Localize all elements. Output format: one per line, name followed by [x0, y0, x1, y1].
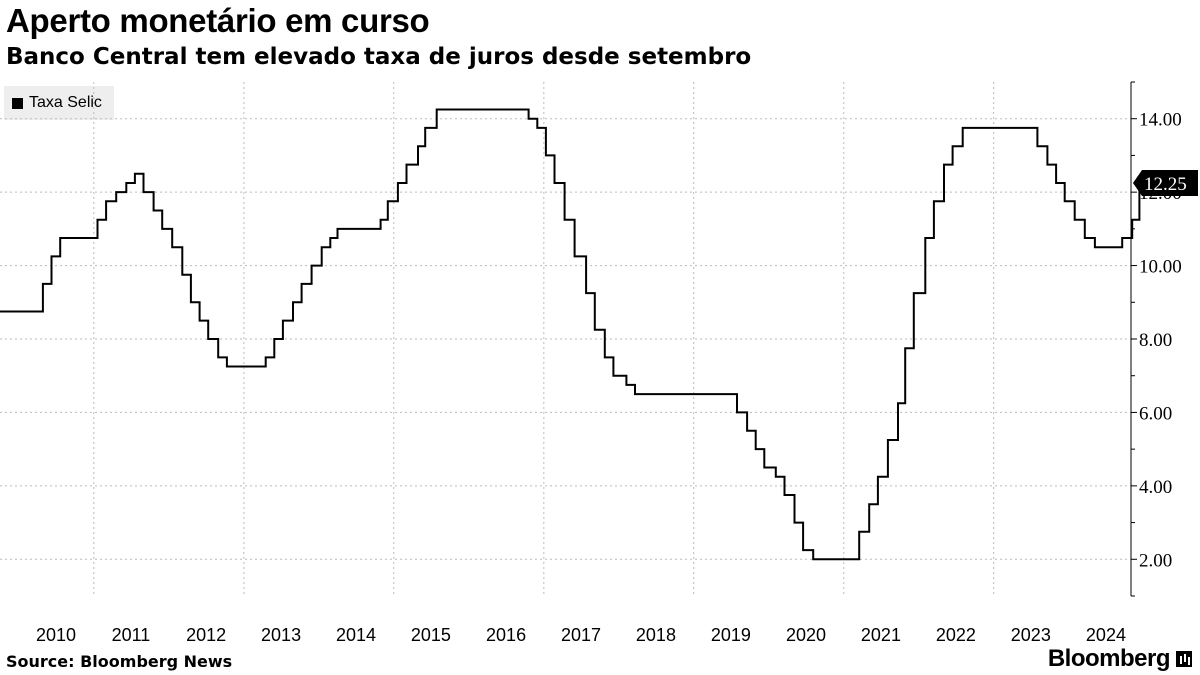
chart-title: Aperto monetário em curso: [6, 2, 430, 39]
last-value-marker: 12.25: [1133, 169, 1198, 196]
x-tick-label: 2016: [486, 625, 526, 645]
grid-lines: [0, 82, 1131, 596]
x-tick-label: 2012: [186, 625, 226, 645]
legend-swatch: [12, 97, 23, 109]
x-tick-label: 2022: [936, 625, 976, 645]
series-taxa-selic: [0, 108, 1141, 561]
last-value-badge: [1133, 169, 1198, 196]
x-tick-label: 2017: [561, 625, 601, 645]
chart-subtitle: Banco Central tem elevado taxa de juros …: [6, 44, 752, 70]
y-tick-label: 14.00: [1139, 110, 1182, 131]
brand-name: Bloomberg: [1047, 645, 1171, 672]
last-value-text: 12.25: [1144, 174, 1187, 195]
x-tick-label: 2019: [711, 625, 751, 645]
series-line: [0, 108, 1141, 561]
legend-label: Taxa Selic: [29, 94, 102, 111]
x-tick-label: 2011: [112, 625, 151, 645]
bloomberg-logo: Bloomberg: [1048, 645, 1192, 673]
x-tick-label: 2013: [261, 625, 301, 645]
source-note: Source: Bloomberg News: [6, 652, 233, 671]
x-tick-label: 2015: [411, 625, 451, 645]
y-tick-label: 10.00: [1139, 257, 1182, 278]
x-tick-label: 2020: [786, 625, 826, 645]
x-tick-label: 2021: [861, 625, 901, 645]
y-tick-label: 2.00: [1139, 550, 1172, 571]
x-tick-label: 2023: [1011, 625, 1051, 645]
x-tick-label: 2024: [1086, 625, 1126, 645]
y-tick-label: 4.00: [1139, 477, 1172, 498]
x-tick-label: 2014: [336, 625, 376, 645]
x-tick-label: 2018: [636, 625, 676, 645]
y-tick-label: 6.00: [1139, 403, 1172, 424]
x-tick-label: 2010: [36, 625, 76, 645]
legend: Taxa Selic: [4, 86, 114, 120]
y-tick-label: 8.00: [1139, 330, 1172, 351]
bloomberg-terminal-icon: [1176, 651, 1192, 667]
x-axis: 2010 2011 2012 2013 2014 2015 2016 2017 2018 2019…: [36, 625, 1126, 645]
